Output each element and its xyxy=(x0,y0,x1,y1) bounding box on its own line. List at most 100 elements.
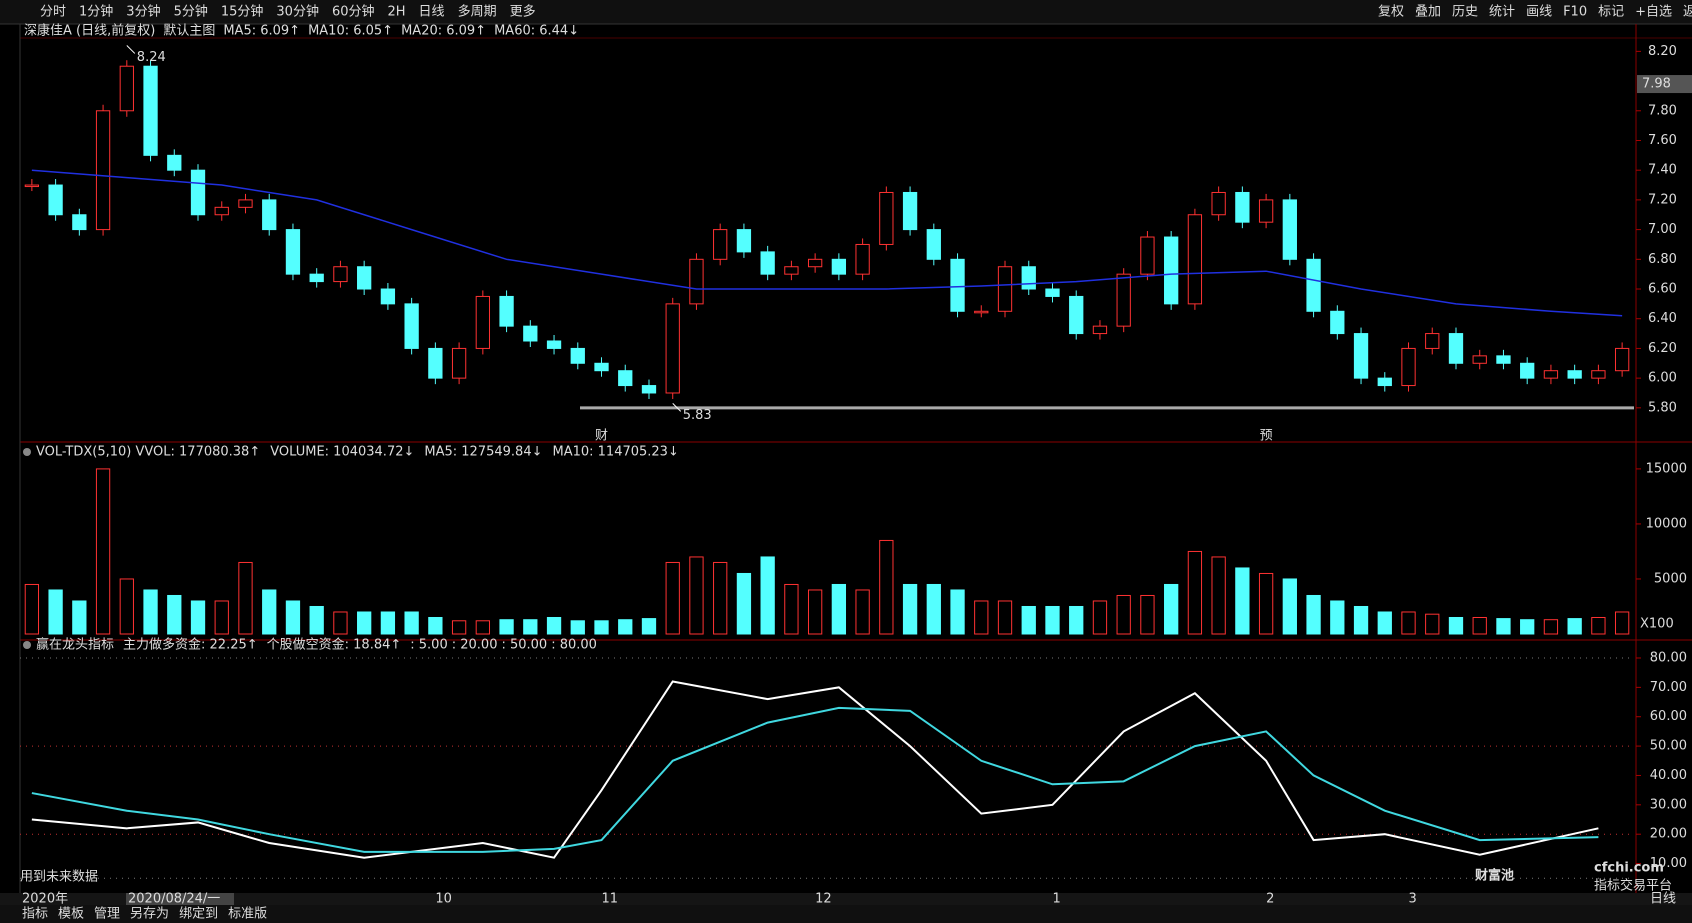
month-label: 10 xyxy=(435,892,452,907)
y-tick-label: 7.80 xyxy=(1648,103,1677,118)
volume-bar xyxy=(48,589,63,635)
candle-body xyxy=(997,266,1013,312)
tool-button[interactable]: 复权 xyxy=(1378,4,1404,20)
volume-bar xyxy=(713,561,728,635)
candle-body xyxy=(1401,347,1416,387)
volume-bar xyxy=(1187,550,1203,635)
tool-button[interactable]: 统计 xyxy=(1489,5,1515,20)
bottom-tab[interactable]: 指标 xyxy=(22,907,48,922)
candle-body xyxy=(1591,370,1606,379)
candle-body xyxy=(879,191,894,245)
y-tick-label: 6.00 xyxy=(1648,371,1677,386)
candle-body xyxy=(1140,236,1155,275)
volume-bar xyxy=(736,572,752,635)
candle-body xyxy=(451,347,467,379)
candle-body xyxy=(594,362,609,372)
period-tab[interactable]: 多周期 xyxy=(458,4,497,20)
candle-body xyxy=(1021,266,1036,290)
period-tab[interactable]: 60分钟 xyxy=(332,4,375,20)
candle-body xyxy=(95,110,111,231)
period-tab[interactable]: 5分钟 xyxy=(174,4,208,20)
annotation: 8.24 xyxy=(137,50,166,65)
candle-body xyxy=(665,303,680,394)
candle-body xyxy=(1330,310,1345,335)
date-year: 2020年 xyxy=(22,892,68,907)
y-tick-label: 7.20 xyxy=(1648,192,1677,207)
volume-bar xyxy=(1306,594,1321,635)
last-price-label: 7.98 xyxy=(1642,77,1671,92)
candle-body xyxy=(380,288,396,305)
tool-button[interactable]: F10 xyxy=(1563,5,1587,20)
volume-bar xyxy=(285,600,301,635)
volume-bar xyxy=(1282,578,1297,635)
tool-button[interactable]: 叠加 xyxy=(1415,5,1441,20)
volume-bar xyxy=(1567,618,1582,635)
volume-bar xyxy=(1377,611,1392,635)
ma60-line xyxy=(31,169,1623,317)
bottom-tab[interactable]: 绑定到 xyxy=(179,907,218,922)
tool-button[interactable]: 画线 xyxy=(1526,5,1552,20)
candle-body xyxy=(713,229,728,260)
volume-bar xyxy=(238,561,253,635)
candle-body xyxy=(475,295,490,349)
period-tab[interactable]: 日线 xyxy=(419,5,445,20)
candle-body xyxy=(1425,333,1440,349)
volume-bar xyxy=(1591,616,1606,635)
volume-bar xyxy=(760,556,775,635)
candle-body xyxy=(309,273,324,283)
volume-bar xyxy=(214,600,229,635)
candle-body xyxy=(1496,355,1511,364)
watermark-site: cfchi.com xyxy=(1594,861,1664,876)
volume-bar xyxy=(380,611,396,635)
volume-bar xyxy=(879,539,894,635)
candle-body xyxy=(760,251,775,275)
bottom-tab[interactable]: 另存为 xyxy=(130,907,169,922)
candle-body xyxy=(523,325,538,342)
y-tick-label: 10000 xyxy=(1646,516,1687,531)
tool-button[interactable]: +自选 xyxy=(1635,5,1672,20)
candle-body xyxy=(784,266,799,275)
watermark-slogan: 指标交易平台 xyxy=(1594,878,1672,894)
candle-body xyxy=(736,229,752,253)
candle-body xyxy=(807,258,823,268)
volume-bar xyxy=(1401,611,1416,635)
period-tab[interactable]: 30分钟 xyxy=(276,4,319,20)
y-tick-label: 60.00 xyxy=(1650,709,1687,724)
candle-body xyxy=(1116,273,1131,327)
volume-bar xyxy=(1045,605,1060,635)
tool-button[interactable]: 标记 xyxy=(1598,5,1624,20)
candle-body xyxy=(1520,362,1535,379)
period-tab[interactable]: 更多 xyxy=(510,4,536,20)
legend-dot xyxy=(23,641,31,649)
tool-button[interactable]: 历史 xyxy=(1452,5,1478,20)
volume-bar xyxy=(499,619,514,635)
volume-bar xyxy=(1330,600,1345,635)
tool-button[interactable]: 返回 xyxy=(1683,5,1692,20)
bottom-tab[interactable]: 标准版 xyxy=(228,907,267,922)
volume-bar xyxy=(1069,605,1084,635)
candle-body xyxy=(1353,333,1369,379)
y-tick-label: 7.40 xyxy=(1648,163,1677,178)
level-legend: : 80.00 xyxy=(551,638,597,653)
bottom-tab[interactable]: 模板 xyxy=(58,907,84,922)
volume-bar xyxy=(1092,600,1108,635)
event-marker: 财 xyxy=(595,429,608,444)
annotation-pointer xyxy=(672,403,682,412)
candle-body xyxy=(48,184,63,216)
y-tick-label: 40.00 xyxy=(1650,768,1687,783)
date-cursor: 2020/08/24/一 xyxy=(128,892,220,907)
candle-body xyxy=(974,310,989,314)
legend-item: 主力做多资金: 22.25↑ xyxy=(123,637,258,653)
month-label: 1 xyxy=(1052,892,1060,907)
period-tab[interactable]: 分时 xyxy=(40,5,66,20)
period-tab[interactable]: 15分钟 xyxy=(221,4,264,20)
y-tick-label: 8.20 xyxy=(1648,44,1677,59)
bottom-tab[interactable]: 管理 xyxy=(94,907,120,922)
period-tab[interactable]: 3分钟 xyxy=(126,4,160,20)
candle-body xyxy=(262,199,277,231)
y-tick-label: 7.00 xyxy=(1648,222,1677,237)
period-tab[interactable]: 2H xyxy=(388,5,406,20)
period-tab[interactable]: 1分钟 xyxy=(79,4,113,20)
legend-item: MA10: 114705.23↓ xyxy=(552,445,678,460)
